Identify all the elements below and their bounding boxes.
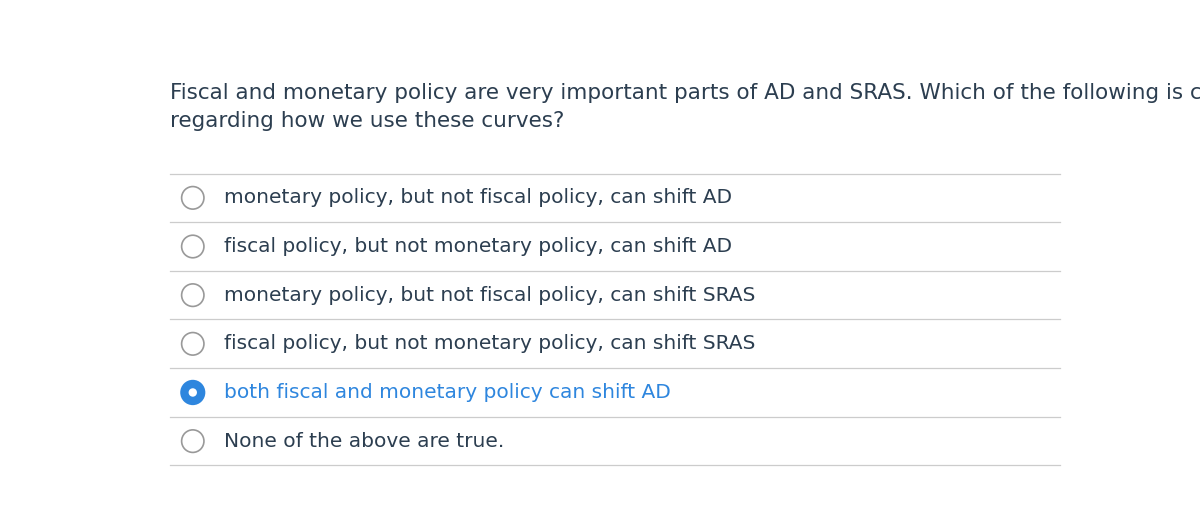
Text: fiscal policy, but not monetary policy, can shift SRAS: fiscal policy, but not monetary policy, … [224, 334, 756, 354]
Ellipse shape [181, 333, 204, 355]
Text: Fiscal and monetary policy are very important parts of AD and SRAS. Which of the: Fiscal and monetary policy are very impo… [170, 83, 1200, 131]
Ellipse shape [181, 187, 204, 209]
Ellipse shape [181, 430, 204, 452]
Ellipse shape [181, 381, 204, 404]
Ellipse shape [181, 284, 204, 306]
Text: monetary policy, but not fiscal policy, can shift SRAS: monetary policy, but not fiscal policy, … [224, 286, 756, 305]
Ellipse shape [181, 235, 204, 258]
Text: fiscal policy, but not monetary policy, can shift AD: fiscal policy, but not monetary policy, … [224, 237, 732, 256]
Ellipse shape [188, 388, 197, 397]
Text: both fiscal and monetary policy can shift AD: both fiscal and monetary policy can shif… [224, 383, 671, 402]
Text: monetary policy, but not fiscal policy, can shift AD: monetary policy, but not fiscal policy, … [224, 188, 732, 207]
Text: None of the above are true.: None of the above are true. [224, 431, 505, 451]
